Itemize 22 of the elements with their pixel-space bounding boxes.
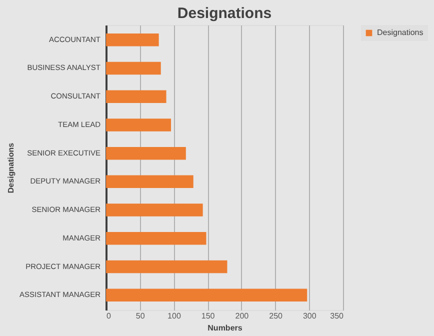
x-tick-label: 150 <box>201 312 216 320</box>
bar <box>106 204 203 216</box>
bar <box>106 34 159 46</box>
x-tick-label: 250 <box>269 312 284 320</box>
x-tick-label: 0 <box>106 312 112 320</box>
bar <box>106 118 172 132</box>
bar <box>106 232 206 245</box>
x-tick-label: 300 <box>302 312 317 320</box>
x-axis-title: Numbers <box>208 324 243 332</box>
bar <box>106 175 194 188</box>
x-tick-label: 50 <box>136 312 146 320</box>
x-tick-label: 100 <box>168 312 182 320</box>
x-tick-label: 350 <box>330 312 344 320</box>
bar <box>106 90 166 103</box>
y-axis-title: Designations <box>6 142 16 194</box>
bar <box>106 146 186 160</box>
bar <box>106 288 308 302</box>
bar <box>106 62 161 75</box>
x-tick-label: 200 <box>235 312 250 320</box>
chart-title: Designations <box>177 5 272 22</box>
bar <box>106 260 228 274</box>
legend-label: Designations <box>377 28 424 37</box>
